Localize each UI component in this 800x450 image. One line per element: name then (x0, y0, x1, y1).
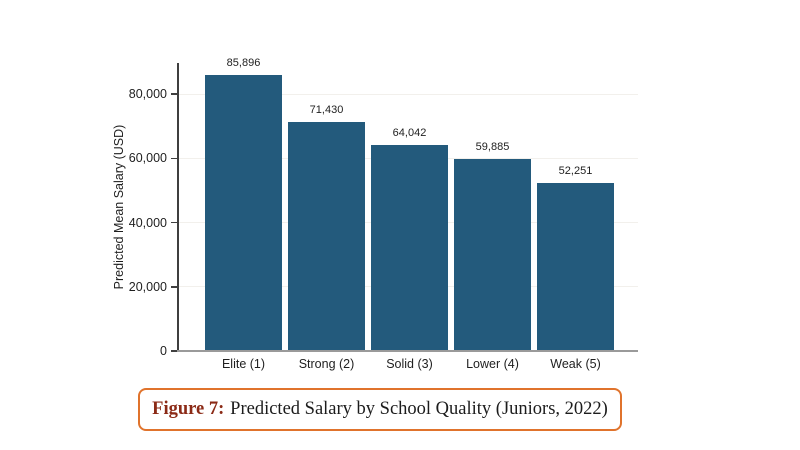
bar-value-label: 52,251 (558, 165, 593, 178)
x-category-label: Lower (4) (466, 357, 519, 371)
bar-elite-1 (205, 75, 282, 351)
y-tick-label: 0 (160, 344, 167, 358)
y-tick-label: 40,000 (128, 215, 167, 230)
y-tick-mark (171, 350, 177, 352)
bar-weak-5 (537, 183, 614, 351)
y-tick-mark (171, 93, 177, 95)
y-tick-label: 20,000 (128, 279, 167, 294)
figure-caption-label: Figure 7: (152, 399, 225, 419)
y-axis-line (177, 63, 179, 351)
bar-value-label: 85,896 (226, 57, 261, 70)
y-tick-mark (171, 286, 177, 288)
x-category-label: Weak (5) (550, 357, 601, 371)
bar-value-label: 64,042 (392, 127, 427, 140)
y-tick-mark (171, 221, 177, 224)
bar-lower-4 (454, 158, 531, 351)
salary-bar-chart: 0 20,000 40,000 60,000 80,000 85,896 Elite (1)… (112, 57, 638, 371)
gridline (177, 93, 638, 95)
bar-strong-2 (288, 121, 365, 351)
x-category-label: Elite (1) (221, 357, 266, 371)
x-axis-line (177, 350, 638, 352)
figure-caption: Figure 7: Predicted Salary by School Qua… (138, 388, 622, 431)
x-category-label: Solid (3) (386, 357, 433, 371)
bar-value-label: 59,885 (475, 140, 510, 153)
y-tick-label: 60,000 (128, 151, 167, 166)
y-tick-label: 80,000 (128, 87, 167, 101)
y-tick-mark (171, 157, 177, 159)
y-axis-title: Predicted Mean Salary (USD) (112, 124, 126, 290)
figure-caption-text: Predicted Salary by School Quality (Juni… (230, 399, 608, 419)
x-category-label: Strong (2) (298, 357, 355, 371)
bar-solid-3 (371, 145, 448, 351)
bar-value-label: 71,430 (309, 103, 344, 116)
